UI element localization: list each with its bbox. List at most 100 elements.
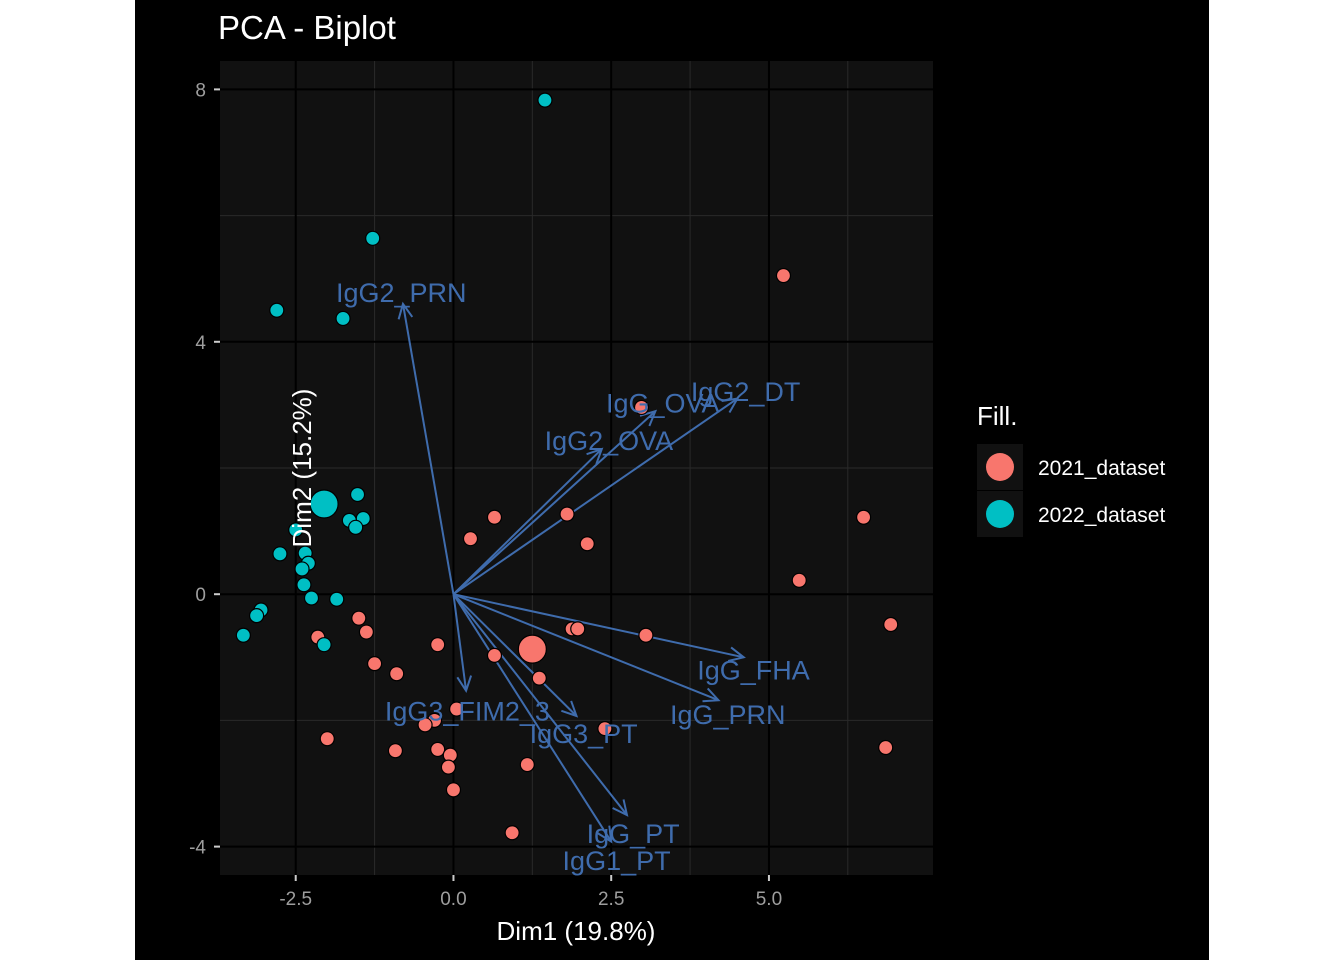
individual-points [235,92,899,841]
x-tick-label: 2.5 [598,889,624,910]
y-axis-title: Dim2 (15.2%) [287,389,317,548]
variable-arrowhead [612,799,629,817]
data-point [570,621,586,637]
variable-arrowhead [561,700,579,718]
variable-arrowhead [721,397,740,413]
legend-title: Fill. [977,401,1017,431]
variable-arrowhead [397,301,414,320]
data-point [319,731,335,747]
variable-label: IgG3_FIM2_3 [385,697,550,727]
variable-arrow [452,593,613,843]
variable-arrow [452,594,468,691]
data-point [389,666,405,682]
variable-arrow [452,593,578,717]
data-point [351,610,367,626]
data-point [288,522,304,538]
data-point [269,302,285,318]
data-point [486,509,503,525]
data-point [462,531,479,547]
variable-arrowhead [597,825,613,844]
variable-label: IgG2_DT [691,377,801,407]
variable-arrows [397,301,746,844]
data-point [387,743,404,759]
variable-label: IgG_OVA [606,388,720,418]
data-point [638,627,654,643]
data-point [775,267,792,284]
data-point [329,591,345,607]
data-point [235,627,251,643]
data-point [335,310,351,327]
data-point [878,739,894,756]
data-point [883,616,899,633]
data-point [531,670,547,686]
variable-arrowhead [456,675,473,694]
variable-arrowhead [702,687,721,703]
data-point [272,546,288,562]
x-tick-label: 5.0 [756,889,782,910]
data-point [449,701,465,717]
legend: Fill. 2021_dataset 2022_dataset [977,401,1165,537]
data-point [486,647,503,664]
variable-arrowhead [727,646,746,662]
data-point [445,782,462,798]
legend-key-2021 [986,453,1014,481]
variable-label: IgG3_PT [530,719,638,749]
y-tick-label: 8 [195,80,206,101]
grid-layer [220,61,933,875]
data-point [559,506,575,522]
variable-arrow [452,448,603,595]
chart-title: PCA - Biplot [218,9,396,46]
data-point [855,509,872,525]
group-centroid [309,489,339,519]
data-point [365,230,381,246]
data-point [579,536,595,552]
data-point [294,561,310,577]
data-point [597,721,613,737]
data-point [316,637,332,653]
variable-label: IgG_PT [587,819,680,849]
data-point [519,756,535,773]
variable-arrow [452,397,738,596]
legend-label-2021: 2021_dataset [1038,457,1165,480]
variable-label: IgG_PRN [670,700,786,730]
data-point [430,637,446,653]
data-point [633,399,650,416]
data-point [349,486,366,503]
group-centroid [517,634,547,664]
data-point [537,92,553,108]
data-point [348,519,364,535]
variable-label: IgG1_PT [563,846,671,876]
axis-ticks: -2.5 0.0 2.5 5.0 -4 0 4 8 [189,80,782,910]
variable-arrow [452,593,628,816]
data-point [296,577,312,593]
data-point [430,741,446,758]
figure-background: PCA - Biplot IgG2_PRN IgG2_DT IgG_OVA IgG2_… [135,0,1209,960]
variable-label: IgG_FHA [697,655,810,685]
data-point [358,624,374,640]
legend-key-2022 [986,500,1014,528]
data-point [366,656,383,672]
variable-arrowhead [586,447,604,465]
variable-arrow [401,303,455,595]
pca-biplot-chart: PCA - Biplot IgG2_PRNIgG2_DTIgG_OVAIgG2_… [189,9,1165,946]
data-point [791,572,807,588]
y-tick-label: 0 [195,585,206,606]
data-point [504,825,520,841]
variable-arrow [453,593,744,659]
legend-label-2022: 2022_dataset [1038,504,1165,527]
data-point [440,759,457,775]
variable-arrow [453,593,719,702]
data-point [417,717,433,733]
data-point [248,608,265,624]
variable-arrow [452,410,657,595]
variable-label: IgG2_OVA [545,426,674,456]
x-tick-label: -2.5 [279,889,312,910]
data-point [303,590,320,606]
y-tick-label: -4 [189,838,206,859]
y-tick-label: 4 [195,333,206,354]
x-tick-label: 0.0 [440,889,466,910]
x-axis-title: Dim1 (19.8%) [497,916,656,946]
variable-arrowhead [639,409,658,427]
variable-label: IgG2_PRN [336,278,467,308]
